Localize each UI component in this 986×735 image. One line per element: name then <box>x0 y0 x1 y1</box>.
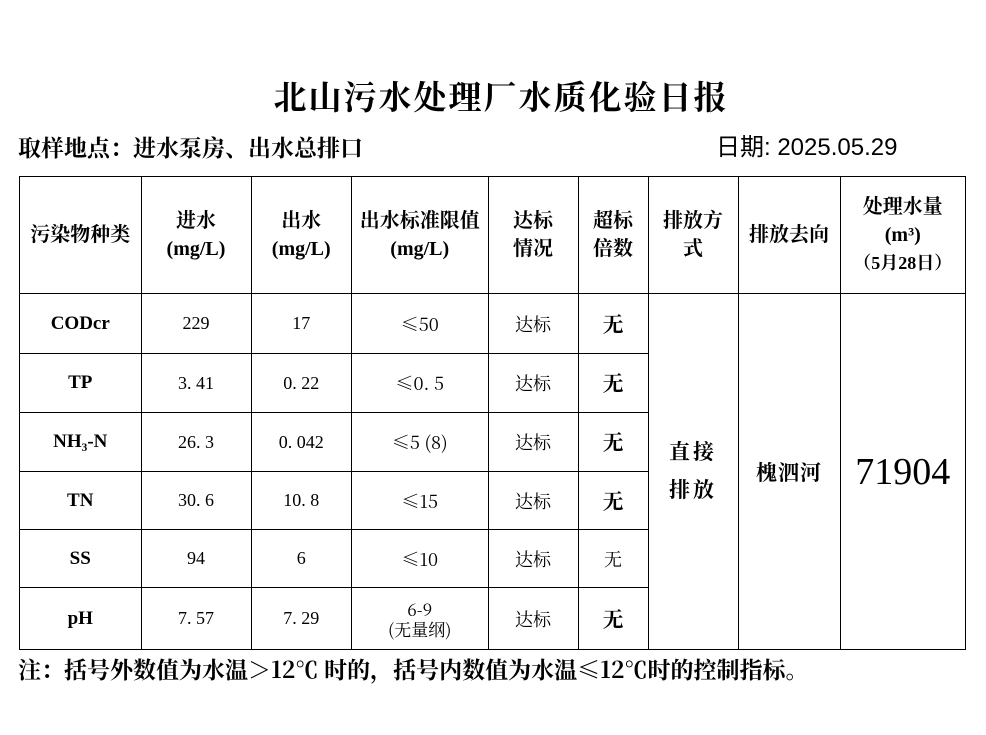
cell-compliance: 达标 <box>487 471 579 530</box>
cell-effluent: 6 <box>250 529 352 588</box>
header-effluent: 出水 (mg/L) <box>250 176 352 294</box>
header-line: 排放去向 <box>749 224 829 246</box>
cell-compliance: 达标 <box>487 353 579 413</box>
water-quality-table: 污染物种类 进水 (mg/L) 出水 (mg/L) 出水标准限值 (mg/L) 达标情… <box>19 176 966 650</box>
table-row-ss: SS 94 6 ≤10 达标 无 <box>19 529 966 588</box>
cell-limit: ≤0. 5 <box>351 353 489 413</box>
header-compliance-status: 达标 情况 <box>487 176 579 294</box>
header-line: （5月28日） <box>853 253 953 273</box>
table-row-tn: TN 30. 6 10. 8 ≤15 达标 无 <box>19 471 966 530</box>
cell-influent: 3. 41 <box>140 353 252 413</box>
page-title: 北山污水处理厂水质化验日报 <box>273 81 729 117</box>
cell-compliance: 达标 <box>487 529 579 588</box>
header-line: 超标 <box>593 210 633 232</box>
cell-exceedance: 无 <box>577 353 649 413</box>
discharge-mode-line: 排放 <box>669 478 717 502</box>
table-row-nh3n: NH₃-N 26. 3 0. 042 ≤5 (8) 达标 无 <box>19 412 966 472</box>
cell-effluent: 7. 29 <box>250 587 352 650</box>
cell-exceedance: 无 <box>577 293 649 354</box>
cell-exceedance: 无 <box>577 529 649 588</box>
cell-pollutant: TP <box>19 353 142 413</box>
header-line: 达标 <box>513 210 553 232</box>
header-line: (mg/L) <box>390 238 450 260</box>
header-line: 出水标准限值 <box>359 210 480 232</box>
cell-influent: 94 <box>140 529 252 588</box>
sampling-location-label: 取样地点：进水泵房、出水总排口 <box>18 136 363 161</box>
cell-limit: ≤5 (8) <box>351 412 489 472</box>
cell-compliance: 达标 <box>487 587 579 650</box>
header-pollutant-type: 污染物种类 <box>19 176 142 294</box>
cell-compliance: 达标 <box>487 293 579 354</box>
header-line: 情况 <box>513 238 553 260</box>
cell-effluent: 17 <box>250 293 352 354</box>
table-header-row: 污染物种类 进水 (mg/L) 出水 (mg/L) 出水标准限值 (mg/L) 达标情… <box>19 176 966 294</box>
header-line: 进水 <box>176 210 216 232</box>
cell-limit: ≤15 <box>351 471 489 530</box>
cell-influent: 7. 57 <box>140 587 252 650</box>
table-row-tp: TP 3. 41 0. 22 ≤0. 5 达标 无 <box>19 353 966 413</box>
header-line: 排放方 <box>663 210 723 232</box>
limit-line: 6-9 <box>407 595 433 621</box>
header-effluent-limit: 出水标准限值 (mg/L) <box>351 176 489 294</box>
cell-exceedance: 无 <box>577 587 649 650</box>
cell-limit: 6-9 (无量纲) <box>351 587 489 650</box>
header-line: 式 <box>683 238 703 260</box>
cell-pollutant: TN <box>19 471 142 530</box>
footnote: 注：括号外数值为水温＞12℃ 时的，括号内数值为水温≤12℃时的控制指标。 <box>18 652 809 685</box>
cell-effluent: 10. 8 <box>250 471 352 530</box>
cell-discharge-mode: 直接 排放 <box>647 293 739 650</box>
header-exceedance-multiple: 超标 倍数 <box>577 176 649 294</box>
cell-treated-volume: 71904 <box>839 293 966 650</box>
header-line: (mg/L) <box>271 238 331 260</box>
cell-pollutant: NH₃-N <box>19 412 142 472</box>
header-line: 污染物种类 <box>30 224 131 246</box>
header-line: 倍数 <box>593 238 633 260</box>
cell-influent: 229 <box>140 293 252 354</box>
limit-line: (无量纲) <box>388 615 452 641</box>
cell-effluent: 0. 042 <box>250 412 352 472</box>
cell-pollutant: SS <box>19 529 142 588</box>
cell-influent: 26. 3 <box>140 412 252 472</box>
header-line: (mg/L) <box>166 238 226 260</box>
cell-exceedance: 无 <box>577 412 649 472</box>
report-date-label: 日期: 2025.05.29 <box>716 134 898 161</box>
cell-discharge-destination: 槐泗河 <box>737 293 841 650</box>
cell-pollutant: CODcr <box>19 293 142 354</box>
cell-influent: 30. 6 <box>140 471 252 530</box>
cell-limit: ≤50 <box>351 293 489 354</box>
cell-limit: ≤10 <box>351 529 489 588</box>
cell-pollutant: pH <box>19 587 142 650</box>
table-row-codcr: CODcr 229 17 ≤50 达标 无 直接排放 槐泗河 71904 <box>19 293 966 650</box>
header-line: (m³) <box>884 224 921 246</box>
cell-effluent: 0. 22 <box>250 353 352 413</box>
header-treated-volume: 处理水量 (m³) （5月28日） <box>839 176 966 294</box>
cell-compliance: 达标 <box>487 412 579 472</box>
header-discharge-mode: 排放方式 <box>647 176 739 294</box>
header-influent: 进水 (mg/L) <box>140 176 252 294</box>
header-line: 出水 <box>281 210 322 232</box>
header-line: 处理水量 <box>862 196 943 218</box>
header-discharge-destination: 排放去向 <box>737 176 841 294</box>
cell-exceedance: 无 <box>577 471 649 530</box>
table-row-ph: pH 7. 57 7. 29 6-9 (无量纲) 达标 无 <box>19 587 966 650</box>
discharge-mode-line: 直接 <box>669 440 717 464</box>
